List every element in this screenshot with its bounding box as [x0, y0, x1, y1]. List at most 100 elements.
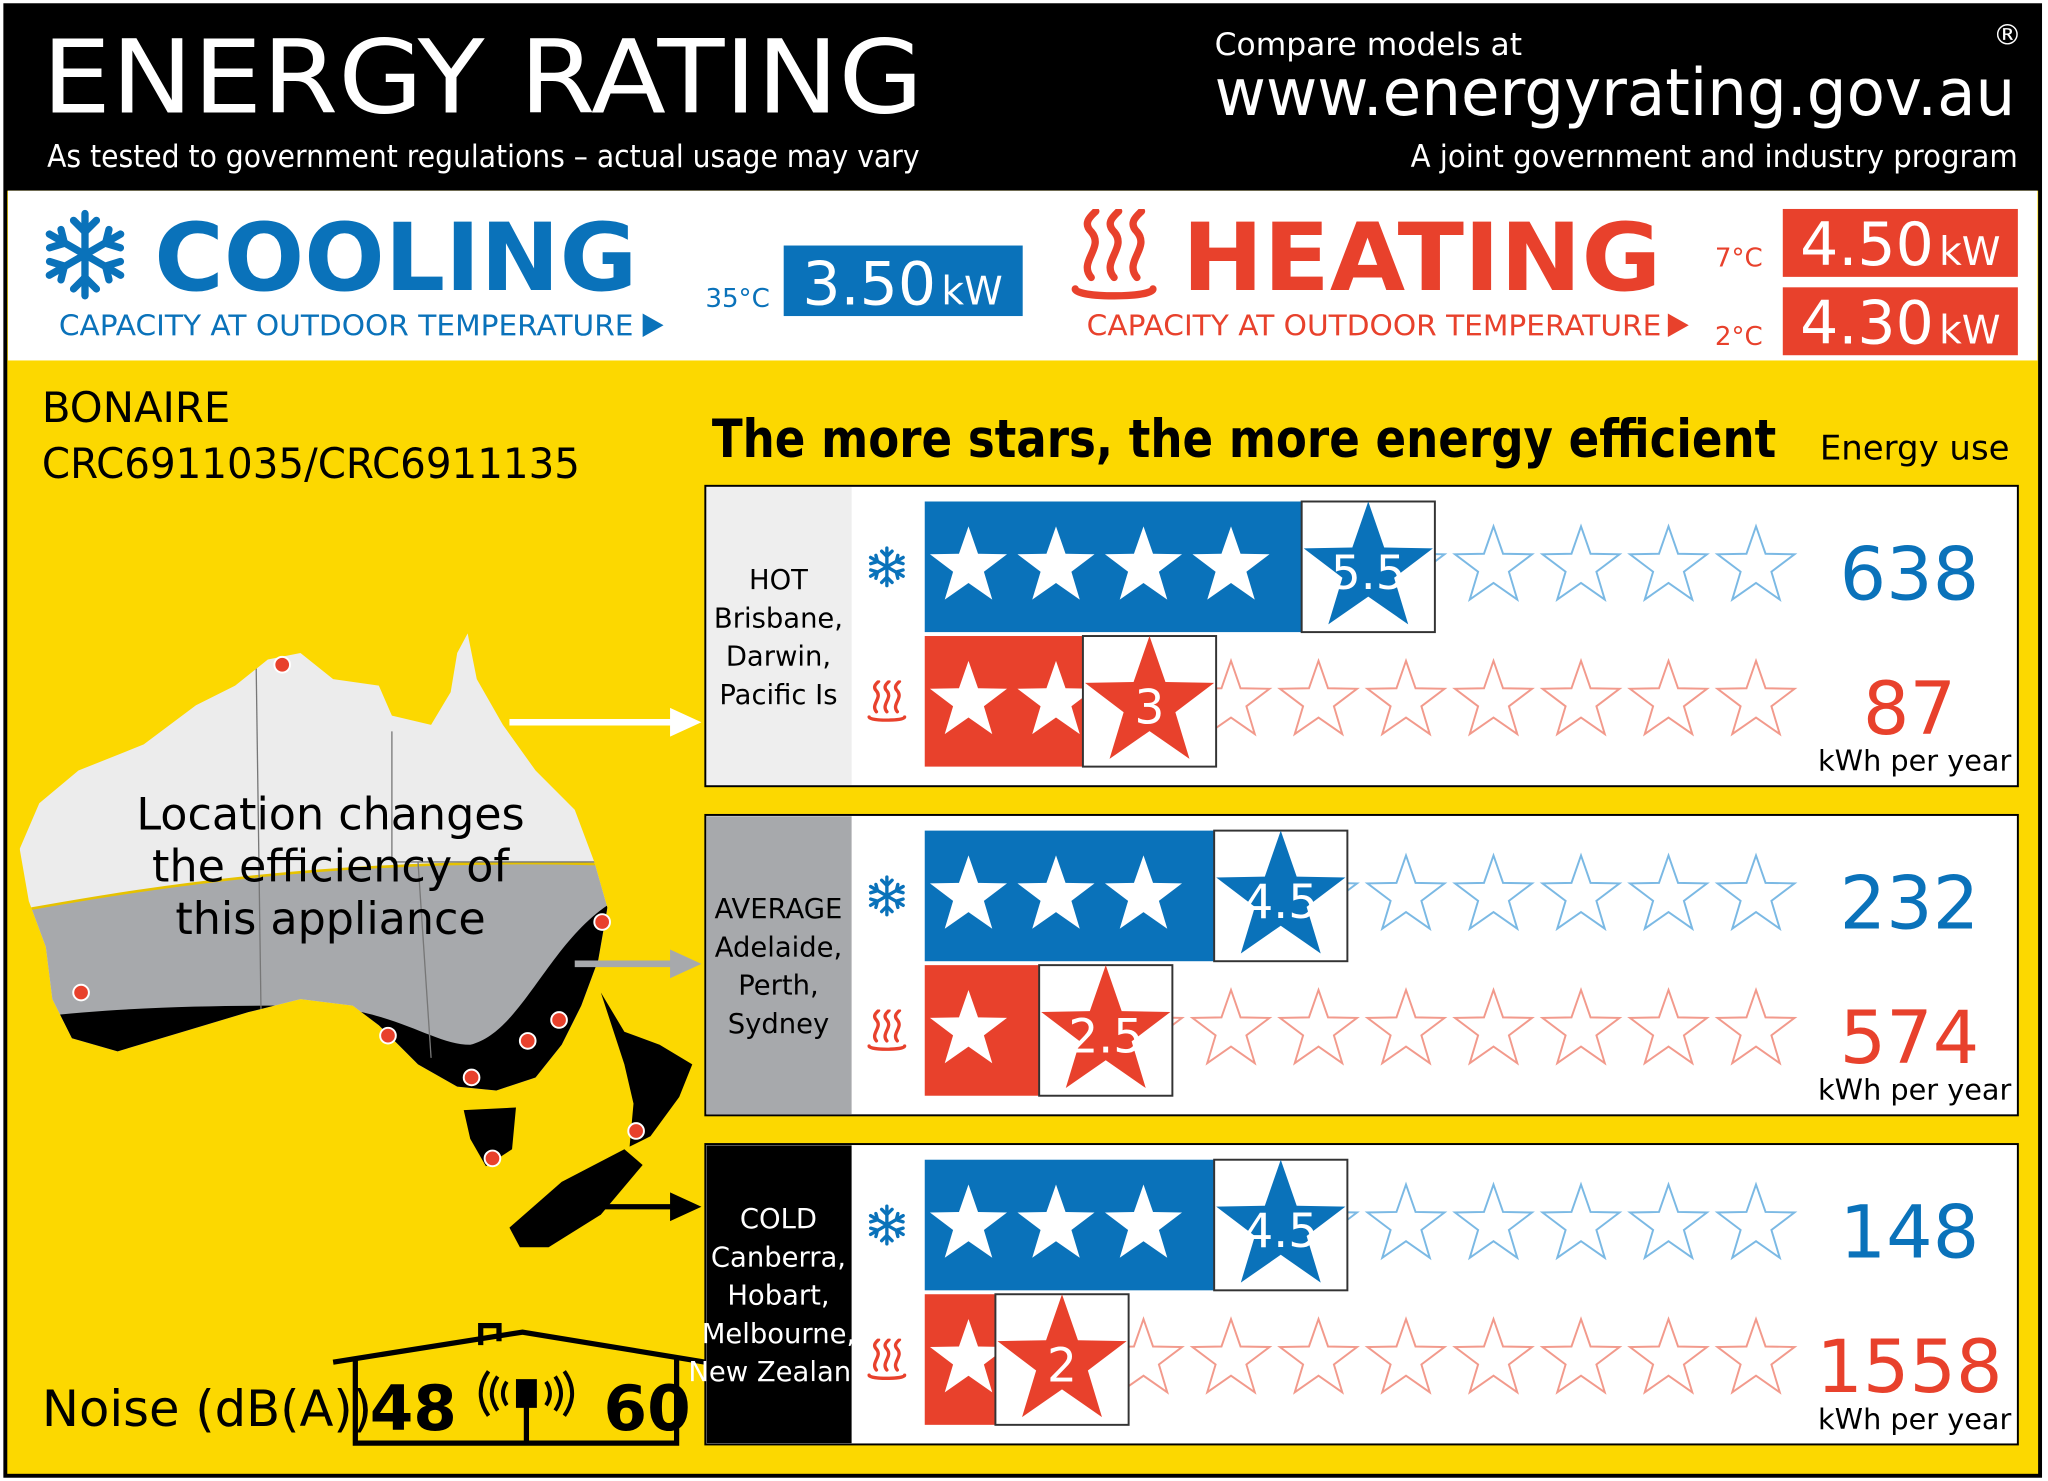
zone-climate: COLD — [740, 1204, 817, 1235]
filled-star — [929, 855, 1008, 929]
filled-star — [1104, 855, 1183, 929]
outline-star — [1452, 852, 1535, 932]
compare-text: Compare models at — [1215, 27, 1522, 63]
zone-panel — [704, 813, 2019, 1117]
outline-star — [1627, 657, 1710, 737]
outline-star — [1189, 986, 1273, 1066]
zone-label-column — [706, 487, 852, 785]
outline-star — [1539, 986, 1623, 1066]
filled-star — [929, 1319, 1008, 1393]
zone-place: New Zealand — [688, 1357, 868, 1388]
map-nz-south — [509, 1149, 643, 1248]
filled-star — [1192, 526, 1270, 600]
outline-star — [1364, 1181, 1448, 1261]
heating-title: HEATING — [1182, 204, 1661, 313]
filled-star — [1104, 1184, 1183, 1258]
disclaimer: As tested to government regulations – ac… — [47, 139, 919, 175]
outline-star — [1714, 1181, 1798, 1261]
outline-star — [1627, 523, 1710, 602]
energy-use-value: 638 — [1840, 532, 1980, 617]
cooling-capacity-box — [783, 245, 1023, 317]
energy-use-unit: kWh per year — [1818, 1402, 2011, 1436]
heating-capacity-box — [1782, 287, 2018, 356]
heating-capacity: 4.50 kW — [1800, 210, 2000, 280]
cooling-title: COOLING — [154, 204, 637, 313]
filled-star — [1017, 660, 1095, 735]
heating-caption: CAPACITY AT OUTDOOR TEMPERATURE — [1087, 309, 1662, 343]
model: CRC6911035/CRC6911135 — [42, 439, 580, 488]
energy-use-value: 148 — [1840, 1191, 1980, 1276]
brand: BONAIRE — [42, 383, 230, 432]
outline-star — [1539, 852, 1623, 932]
star-rating-label: 4.5 — [1243, 875, 1318, 930]
outline-star — [1627, 1181, 1710, 1261]
outline-star — [1364, 1316, 1448, 1395]
outline-star — [1627, 1316, 1710, 1395]
zone-arrows — [509, 707, 702, 1222]
outline-star — [1539, 657, 1623, 737]
outline-star — [1364, 852, 1448, 932]
star-rating-label: 4.5 — [1243, 1204, 1318, 1259]
filled-star — [1104, 526, 1183, 600]
header-band — [5, 5, 2041, 191]
map-caption: the efficiency of — [152, 842, 510, 893]
website[interactable]: www.energyrating.gov.au — [1215, 55, 2016, 131]
outline-star — [1539, 1181, 1623, 1261]
energy-use-value: 1558 — [1816, 1325, 2002, 1410]
outline-star — [1539, 523, 1623, 602]
cooling-caption: CAPACITY AT OUTDOOR TEMPERATURE — [59, 309, 634, 343]
outline-star — [1452, 657, 1535, 737]
label-title: ENERGY RATING — [42, 18, 924, 137]
outline-star — [1714, 657, 1798, 737]
outline-star — [1452, 1181, 1535, 1261]
outline-star — [1277, 657, 1360, 737]
zone-place: Melbourne, — [702, 1319, 855, 1350]
zone-label-column — [706, 816, 852, 1115]
map-caption: this appliance — [175, 894, 485, 945]
star-rating-label: 2.5 — [1068, 1010, 1143, 1065]
capacity-unit: kW — [1939, 308, 2000, 353]
heating-temperature: 2°C — [1715, 322, 1763, 352]
capacity-value: 3.50 — [802, 249, 936, 319]
energy-use-value: 574 — [1840, 996, 1980, 1081]
energy-use-unit: kWh per year — [1818, 744, 2011, 778]
star-rating-label: 3 — [1135, 681, 1165, 736]
zone-place: Darwin, — [726, 642, 831, 673]
star-rating-label: 5.5 — [1331, 546, 1406, 601]
outline-star — [1364, 657, 1448, 737]
filled-star — [929, 989, 1008, 1064]
filled-star — [929, 526, 1008, 600]
outline-star — [1364, 986, 1448, 1066]
noise-outdoor: 60 — [603, 1372, 690, 1445]
outline-star — [1452, 523, 1535, 602]
tagline: The more stars, the more energy efficien… — [712, 410, 1776, 470]
outline-star — [1452, 1316, 1535, 1395]
zone-panel — [704, 1143, 2019, 1446]
energy-use-unit: kWh per year — [1818, 1073, 2011, 1107]
zone-climate: HOT — [749, 565, 808, 596]
rating-star — [1084, 636, 1215, 759]
outline-star — [1452, 986, 1535, 1066]
rating-star — [1303, 501, 1433, 625]
rating-star — [997, 1294, 1127, 1418]
zone-climate: AVERAGE — [715, 894, 843, 925]
outline-star — [1714, 1316, 1798, 1395]
outline-star — [1189, 1316, 1273, 1395]
cooling-temperature: 35°C — [705, 284, 770, 314]
outline-star — [1714, 852, 1798, 932]
rating-star — [1216, 830, 1346, 954]
caption-arrow — [642, 313, 664, 337]
filled-star — [1017, 855, 1095, 929]
map-caption: Location changes — [136, 789, 524, 840]
filled-star — [1017, 526, 1095, 600]
rating-star — [1041, 965, 1171, 1089]
noise-label: Noise (dB(A)) — [42, 1380, 372, 1438]
zone-place: Pacific Is — [719, 680, 837, 711]
outline-star — [1627, 852, 1710, 932]
heating-temperature: 7°C — [1715, 243, 1763, 273]
zone-place: Perth, — [738, 971, 819, 1002]
capacity-value: 4.30 — [1800, 288, 1934, 358]
registered-mark: ® — [1993, 17, 2022, 51]
